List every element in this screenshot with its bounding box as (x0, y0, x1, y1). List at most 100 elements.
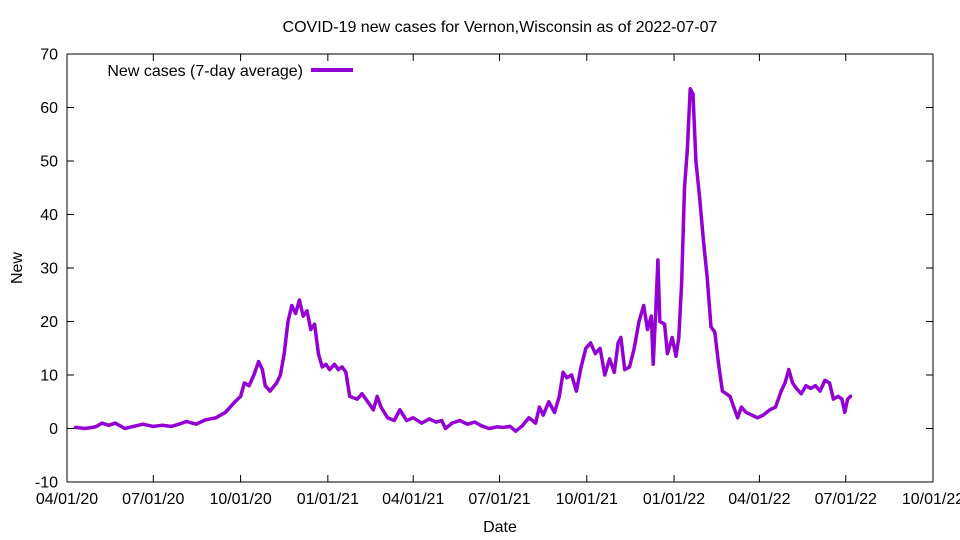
data-point (818, 389, 822, 393)
data-point (479, 424, 484, 428)
data-point (632, 346, 636, 350)
data-point (658, 319, 662, 324)
data-point (561, 370, 565, 374)
x-tick-label: 10/01/20 (209, 491, 271, 508)
data-point (100, 421, 104, 425)
series-layer (73, 87, 853, 433)
data-point (603, 373, 607, 377)
data-point (589, 341, 593, 345)
data-point (316, 352, 320, 356)
data-point (398, 408, 402, 412)
data-point (203, 418, 208, 422)
data-point (107, 423, 111, 427)
data-point (233, 400, 237, 404)
data-point (720, 389, 725, 393)
data-point (194, 422, 198, 426)
data-point (682, 186, 687, 190)
data-point (371, 408, 375, 412)
data-point (691, 92, 695, 96)
data-point (450, 421, 454, 425)
data-point (783, 381, 787, 385)
data-point (828, 381, 832, 385)
data-point (83, 426, 87, 431)
x-tick-label: 04/01/22 (728, 491, 790, 508)
data-point (131, 424, 135, 428)
data-point (663, 322, 667, 326)
chart-title: COVID-19 new cases for Vernon,Wisconsin … (283, 19, 718, 36)
data-point (239, 394, 243, 398)
data-point (379, 405, 383, 409)
x-tick-label: 10/01/22 (902, 491, 960, 508)
data-point (739, 405, 744, 409)
data-point (728, 394, 732, 398)
data-point (680, 282, 684, 286)
legend: New cases (7-day average) (107, 63, 353, 80)
data-point (309, 327, 313, 332)
y-tick-label: -10 (35, 475, 58, 492)
data-point (645, 327, 650, 332)
data-point (440, 418, 444, 423)
x-tick-label: 07/01/22 (815, 491, 877, 508)
data-point (324, 362, 328, 366)
data-point (584, 346, 588, 350)
data-point (336, 368, 340, 372)
data-point (809, 386, 813, 390)
data-point (570, 373, 574, 377)
data-point (750, 413, 754, 417)
data-point (242, 381, 246, 385)
data-point (608, 357, 612, 361)
plot-frame (66, 53, 934, 483)
data-point (698, 196, 702, 200)
data-point (392, 418, 396, 423)
data-point (761, 413, 765, 417)
data-point (278, 373, 282, 377)
x-tick-label: 04/01/20 (36, 491, 98, 508)
data-point (386, 416, 390, 420)
y-axis-label: New (9, 252, 26, 284)
x-tick-label: 07/01/20 (122, 491, 184, 508)
data-point (755, 416, 760, 420)
y-tick-label: 60 (40, 100, 58, 117)
data-point (649, 314, 653, 318)
data-point (501, 425, 505, 429)
x-tick-label: 01/01/21 (297, 491, 359, 508)
legend-label: New cases (7-day average) (107, 63, 303, 80)
data-point (252, 373, 256, 377)
x-tick-label: 07/01/21 (468, 491, 530, 508)
data-point (768, 408, 772, 412)
data-point (268, 389, 272, 393)
data-point (534, 421, 538, 425)
data-point (366, 400, 370, 404)
data-point (848, 394, 853, 398)
data-point (443, 426, 448, 431)
data-point (294, 311, 298, 316)
data-point (791, 381, 795, 385)
data-point (616, 341, 620, 345)
data-point (627, 365, 632, 369)
data-point (685, 148, 689, 152)
data-point (282, 352, 286, 356)
data-point (247, 384, 251, 388)
data-point (223, 410, 227, 414)
y-tick-label: 70 (40, 47, 58, 64)
data-point (427, 417, 431, 421)
data-point (831, 397, 836, 401)
data-point (275, 381, 279, 385)
data-point (332, 362, 337, 366)
data-point (787, 368, 791, 372)
data-point (717, 362, 721, 366)
data-point (375, 394, 379, 398)
data-point (537, 405, 542, 409)
data-point (297, 298, 301, 302)
data-point (674, 354, 678, 358)
y-tick-label: 50 (40, 154, 58, 171)
data-point (843, 410, 847, 414)
data-point (840, 397, 844, 401)
data-point (214, 416, 218, 420)
data-point (160, 423, 164, 427)
data-point (286, 319, 290, 324)
x-tick-label: 10/01/21 (556, 491, 618, 508)
data-point (565, 376, 569, 380)
data-point (541, 413, 545, 417)
